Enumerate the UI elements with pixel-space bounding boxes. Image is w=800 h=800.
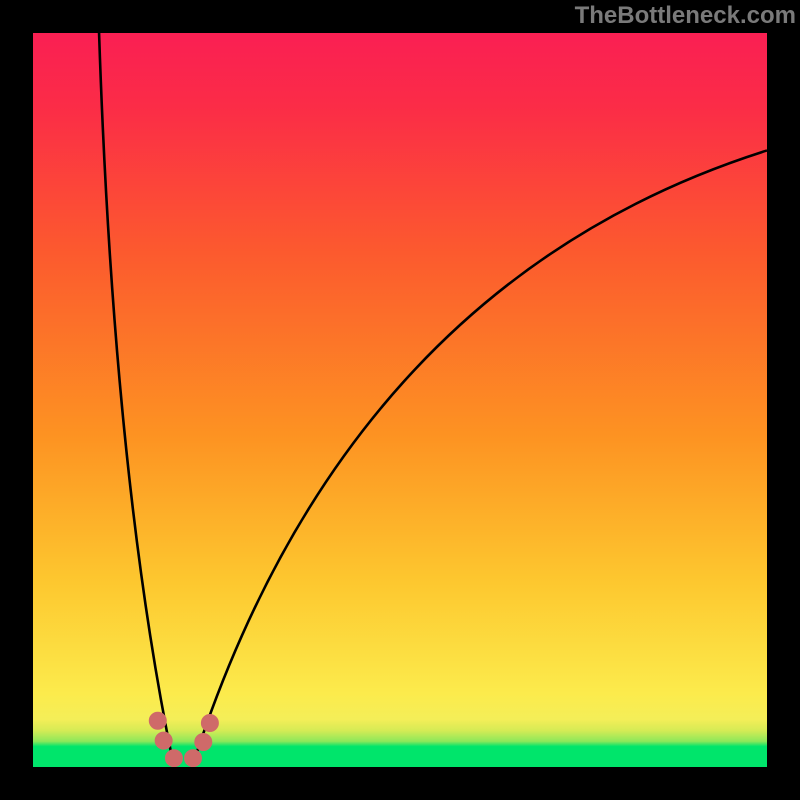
marker-point bbox=[165, 750, 182, 767]
marker-point bbox=[155, 732, 172, 749]
marker-point bbox=[201, 714, 218, 731]
plot-area bbox=[33, 33, 767, 767]
chart-svg bbox=[33, 33, 767, 767]
marker-point bbox=[195, 734, 212, 751]
marker-point bbox=[149, 712, 166, 729]
gradient-background bbox=[33, 33, 767, 767]
watermark-text: TheBottleneck.com bbox=[575, 2, 796, 30]
marker-point bbox=[185, 750, 202, 767]
